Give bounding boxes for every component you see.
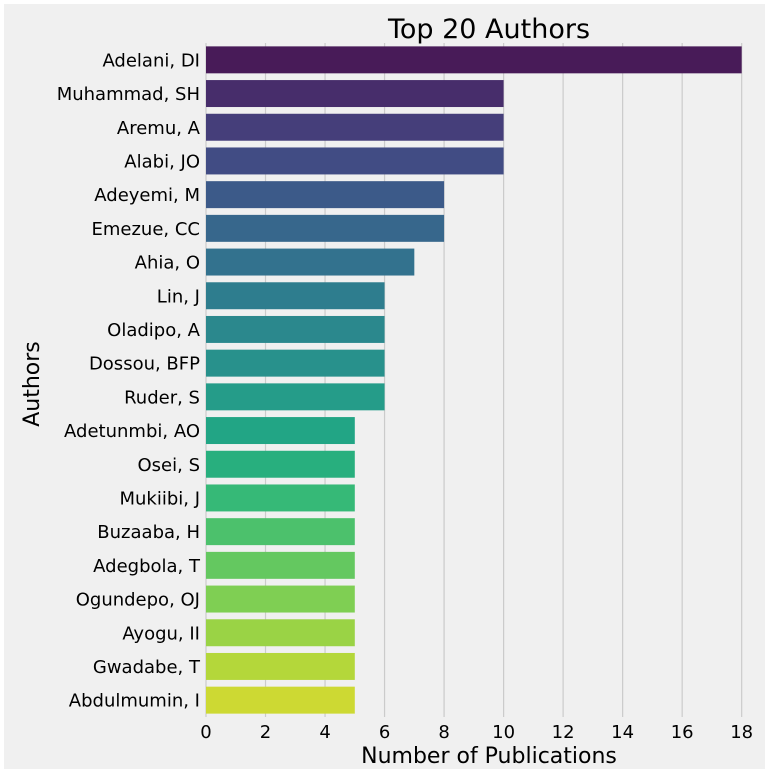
bar [206, 652, 355, 680]
y-axis-label: Authors [20, 341, 45, 427]
x-axis-label: Number of Publications [361, 744, 617, 769]
bar [206, 518, 355, 546]
bar [206, 46, 742, 74]
y-tick-label: Mukiibi, J [119, 488, 200, 509]
bar [206, 551, 355, 579]
y-tick-label: Alabi, JO [124, 151, 200, 172]
x-tick-label: 16 [671, 722, 694, 743]
x-tick-label: 14 [611, 722, 634, 743]
bar [206, 248, 415, 276]
y-tick-label: Adegbola, T [93, 556, 201, 577]
y-tick-label: Oladipo, A [107, 320, 201, 341]
bar [206, 80, 504, 108]
bars [206, 46, 742, 714]
bar [206, 282, 385, 310]
y-tick-label: Ogundepo, OJ [76, 590, 200, 611]
x-tick-label: 18 [730, 722, 753, 743]
y-tick-label: Dossou, BFP [89, 354, 200, 375]
bar [206, 619, 355, 647]
x-tick-label: 4 [319, 722, 330, 743]
bar [206, 113, 504, 141]
y-tick-label: Muhammad, SH [57, 84, 200, 105]
x-tick-label: 8 [438, 722, 449, 743]
bar [206, 383, 385, 411]
y-tick-label: Osei, S [138, 455, 201, 476]
y-tick-label: Adetunmbi, AO [64, 421, 200, 442]
y-tick-label: Adeyemi, M [94, 185, 200, 206]
bar [206, 484, 355, 512]
y-tick-label: Abdulmumin, I [69, 691, 200, 712]
y-tick-label: Lin, J [157, 286, 200, 307]
x-tick-label: 10 [492, 722, 515, 743]
x-tick-label: 12 [552, 722, 575, 743]
bar [206, 147, 504, 175]
bar [206, 450, 355, 478]
bar [206, 686, 355, 714]
bar [206, 181, 445, 209]
x-tick-label: 2 [260, 722, 271, 743]
y-tick-label: Ayogu, II [122, 623, 200, 644]
chart-title: Top 20 Authors [387, 14, 590, 45]
bar [206, 214, 445, 242]
x-tick-label: 6 [379, 722, 390, 743]
bar [206, 315, 385, 343]
x-tick-label: 0 [200, 722, 211, 743]
y-tick-label: Adelani, DI [102, 50, 200, 71]
y-tick-label: Emezue, CC [92, 219, 201, 240]
y-tick-label: Aremu, A [117, 118, 201, 139]
gridlines [205, 43, 743, 717]
y-tick-label: Ruder, S [124, 387, 200, 408]
y-tick-label: Gwadabe, T [93, 657, 201, 678]
bar [206, 349, 385, 377]
y-tick-labels: Adelani, DI Muhammad, SH Aremu, A Alabi, JO… [57, 50, 201, 711]
y-tick-label: Ahia, O [135, 253, 200, 274]
y-tick-label: Buzaaba, H [97, 522, 200, 543]
x-tick-labels: 0 2 4 6 8 10 12 14 16 18 [200, 722, 753, 743]
bar [206, 585, 355, 613]
bar [206, 417, 355, 445]
